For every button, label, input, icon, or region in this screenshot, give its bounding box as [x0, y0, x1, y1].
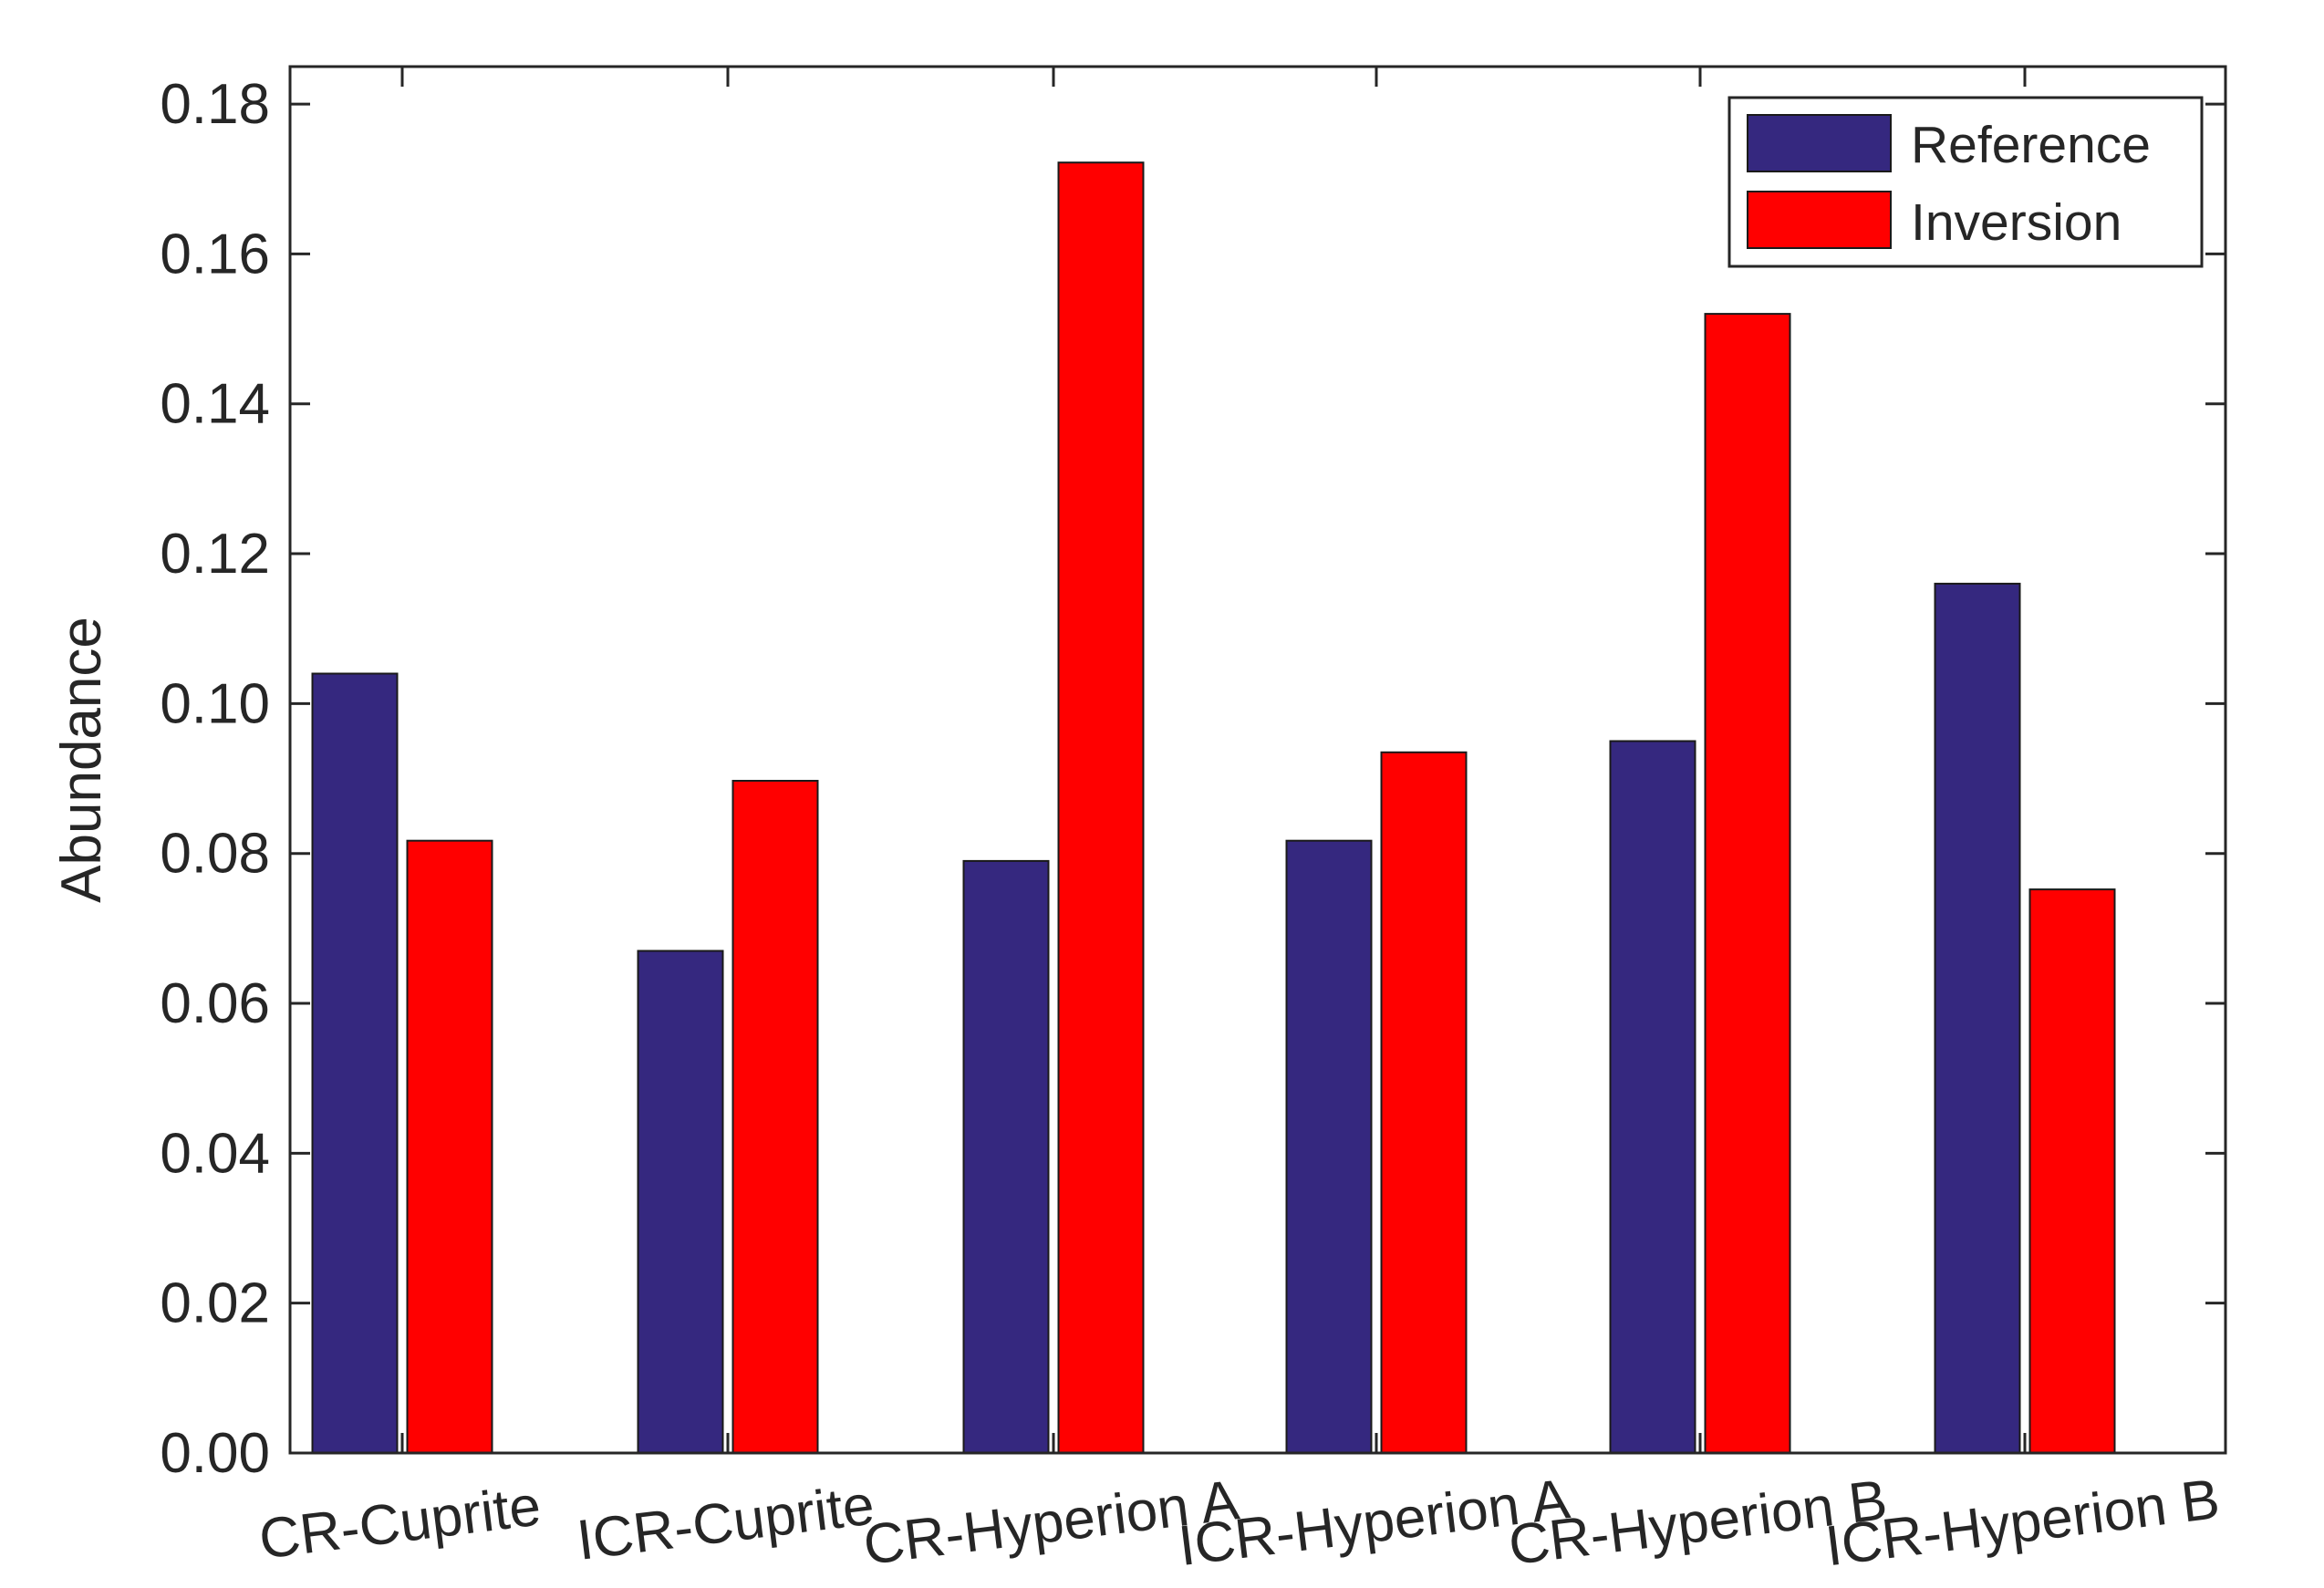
y-tick-label: 0.18	[160, 73, 270, 136]
plot-frame	[288, 65, 2227, 1455]
y-tick-label: 0.08	[160, 823, 270, 886]
legend: Reference Inversion	[1727, 96, 2204, 268]
bar-inversion-2	[731, 780, 819, 1454]
y-tick-label: 0.12	[160, 523, 270, 586]
bar-reference-6	[1934, 582, 2021, 1454]
bar-reference-1	[311, 672, 399, 1454]
bar-inversion-5	[1704, 313, 1791, 1455]
y-tick-label: 0.00	[160, 1422, 270, 1485]
bar-reference-5	[1609, 740, 1696, 1454]
y-axis-title: Abundance	[50, 617, 113, 903]
bar-inversion-4	[1380, 751, 1468, 1454]
bar-reference-2	[637, 950, 724, 1454]
bar-inversion-3	[1057, 161, 1145, 1455]
ticks-layer	[290, 67, 2225, 1455]
y-tick-label: 0.04	[160, 1122, 270, 1185]
bars-layer	[311, 161, 2116, 1455]
legend-label-inversion: Inversion	[1911, 193, 2122, 252]
legend-label-reference: Reference	[1911, 116, 2151, 174]
y-tick-label: 0.10	[160, 672, 270, 735]
x-tick-label: ICR-Cuprite	[574, 1473, 877, 1572]
legend-swatch-inversion	[1747, 191, 1892, 249]
bar-inversion-1	[406, 839, 493, 1454]
y-tick-label: 0.06	[160, 972, 270, 1035]
y-tick-label: 0.16	[160, 223, 270, 285]
bar-inversion-6	[2028, 888, 2116, 1454]
x-tick-label: CR-Cuprite	[255, 1475, 544, 1572]
bar-reference-3	[962, 859, 1050, 1454]
y-tick-label: 0.02	[160, 1272, 270, 1335]
legend-swatch-reference	[1747, 114, 1892, 172]
bar-reference-4	[1285, 839, 1373, 1454]
y-tick-label: 0.14	[160, 373, 270, 436]
